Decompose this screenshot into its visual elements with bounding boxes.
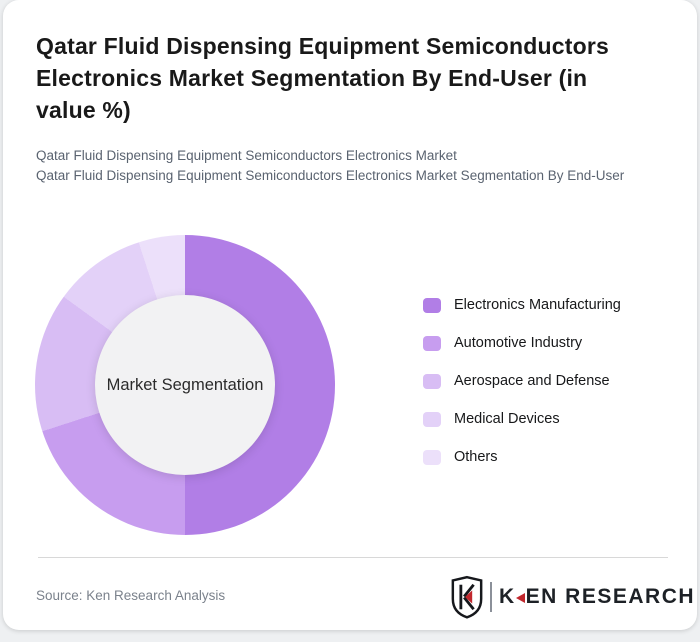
legend-swatch-icon	[423, 335, 441, 351]
donut-center-label: Market Segmentation	[106, 375, 264, 394]
subtitle-line-1: Qatar Fluid Dispensing Equipment Semicon…	[36, 148, 457, 163]
legend-label: Others	[454, 449, 498, 465]
ken-research-shield-icon	[451, 575, 483, 619]
source-text: Source: Ken Research Analysis	[36, 588, 226, 603]
legend-label: Aerospace and Defense	[454, 373, 610, 389]
legend-item[interactable]: Medical Devices	[423, 408, 621, 430]
legend-item[interactable]: Automotive Industry	[423, 332, 621, 354]
legend-item[interactable]: Aerospace and Defense	[423, 370, 621, 392]
logo-wordmark: K EN RESEARCH	[499, 585, 695, 609]
legend-swatch-icon	[423, 449, 441, 465]
legend-item[interactable]: Electronics Manufacturing	[423, 294, 621, 316]
subtitle-line-2: Qatar Fluid Dispensing Equipment Semicon…	[36, 168, 625, 183]
legend-item[interactable]: Others	[423, 446, 621, 468]
logo-red-triangle-icon	[515, 593, 525, 603]
legend-label: Medical Devices	[454, 411, 560, 427]
legend-swatch-icon	[423, 373, 441, 389]
chart-card: Qatar Fluid Dispensing Equipment Semicon…	[3, 0, 697, 630]
footer-divider	[38, 557, 668, 558]
ken-research-logo: K EN RESEARCH	[450, 575, 695, 619]
logo-brand-text: EN RESEARCH	[525, 585, 696, 608]
legend-swatch-icon	[423, 297, 441, 313]
legend-label: Electronics Manufacturing	[454, 297, 621, 313]
legend-label: Automotive Industry	[454, 335, 583, 351]
donut-center: Market Segmentation	[95, 295, 275, 475]
chart-title: Qatar Fluid Dispensing Equipment Semicon…	[36, 33, 609, 123]
donut-chart: Market Segmentation	[35, 235, 335, 535]
chart-legend: Electronics Manufacturing Automotive Ind…	[423, 294, 621, 484]
logo-divider	[490, 582, 492, 612]
legend-swatch-icon	[423, 411, 441, 427]
chart-subtitle: Qatar Fluid Dispensing Equipment Semicon…	[36, 146, 668, 186]
logo-letter-k: K	[499, 585, 516, 608]
